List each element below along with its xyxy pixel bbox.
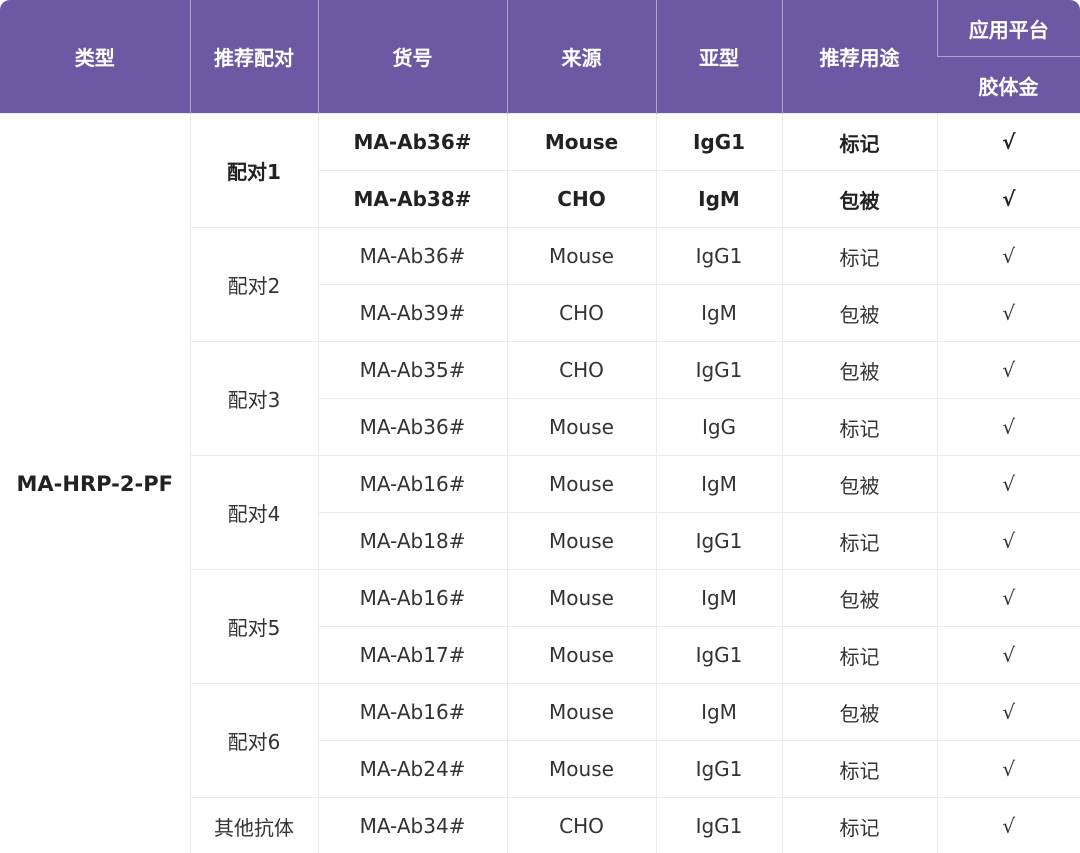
pairing-cell: 配对4 (189, 455, 319, 570)
pairing-cell: 配对3 (189, 341, 319, 456)
type-value-cell: MA-HRP-2-PF (0, 113, 191, 853)
cell-source: Mouse (506, 398, 657, 456)
header-platform: 应用平台 (936, 0, 1080, 57)
cell-catalog: MA-Ab38# (317, 170, 508, 228)
cell-catalog: MA-Ab36# (317, 113, 508, 171)
cell-subtype: IgM (655, 683, 783, 741)
cell-source: Mouse (506, 113, 657, 171)
table-row: MA-Ab24# Mouse IgG1 标记 √ (0, 740, 1080, 798)
header-type: 类型 (0, 0, 190, 114)
cell-source: Mouse (506, 569, 657, 627)
checkmark: √ (936, 341, 1080, 399)
checkmark: √ (936, 398, 1080, 456)
cell-catalog: MA-Ab35# (317, 341, 508, 399)
table-row: MA-HRP-2-PF 配对1 MA-Ab36# Mouse IgG1 标记 √ (0, 113, 1080, 853)
cell-source: CHO (506, 170, 657, 228)
cell-catalog: MA-Ab34# (317, 797, 508, 853)
cell-subtype: IgG1 (655, 512, 783, 570)
cell-source: Mouse (506, 683, 657, 741)
header-pairing: 推荐配对 (189, 0, 318, 114)
table-row: MA-Ab38# CHO IgM 包被 √ (0, 170, 1080, 228)
checkmark: √ (936, 740, 1080, 798)
cell-usage: 标记 (781, 797, 938, 853)
cell-source: CHO (506, 341, 657, 399)
cell-usage: 标记 (781, 626, 938, 684)
table-row: MA-Ab17# Mouse IgG1 标记 √ (0, 626, 1080, 684)
cell-source: Mouse (506, 227, 657, 285)
cell-catalog: MA-Ab16# (317, 569, 508, 627)
pairing-cell: 配对5 (189, 569, 319, 684)
cell-source: Mouse (506, 626, 657, 684)
pairing-cell: 配对6 (189, 683, 319, 798)
table-row: 配对5 MA-Ab16# Mouse IgM 包被 √ (0, 569, 1080, 684)
pairing-cell: 配对1 (189, 113, 319, 228)
header-subtype: 亚型 (655, 0, 782, 114)
cell-usage: 标记 (781, 398, 938, 456)
cell-catalog: MA-Ab16# (317, 455, 508, 513)
table-row: MA-Ab39# CHO IgM 包被 √ (0, 284, 1080, 342)
table-row: 其他抗体 MA-Ab34# CHO IgG1 标记 √ (0, 797, 1080, 853)
cell-subtype: IgG1 (655, 626, 783, 684)
cell-usage: 标记 (781, 113, 938, 171)
cell-subtype: IgM (655, 455, 783, 513)
cell-usage: 标记 (781, 227, 938, 285)
cell-subtype: IgG1 (655, 797, 783, 853)
cell-usage: 包被 (781, 569, 938, 627)
cell-subtype: IgG1 (655, 113, 783, 171)
checkmark: √ (936, 797, 1080, 853)
table-row: 配对4 MA-Ab16# Mouse IgM 包被 √ (0, 455, 1080, 570)
table-row: 配对3 MA-Ab35# CHO IgG1 包被 √ (0, 341, 1080, 456)
checkmark: √ (936, 113, 1080, 171)
cell-source: CHO (506, 797, 657, 853)
cell-catalog: MA-Ab18# (317, 512, 508, 570)
header-usage: 推荐用途 (781, 0, 937, 114)
cell-subtype: IgG1 (655, 227, 783, 285)
cell-subtype: IgM (655, 170, 783, 228)
checkmark: √ (936, 227, 1080, 285)
cell-catalog: MA-Ab36# (317, 227, 508, 285)
checkmark: √ (936, 455, 1080, 513)
checkmark: √ (936, 512, 1080, 570)
table-body: MA-HRP-2-PF 配对1 MA-Ab36# Mouse IgG1 标记 √… (0, 113, 1080, 853)
cell-subtype: IgM (655, 569, 783, 627)
header-catalog: 货号 (317, 0, 507, 114)
cell-source: Mouse (506, 740, 657, 798)
cell-source: Mouse (506, 455, 657, 513)
cell-source: Mouse (506, 512, 657, 570)
cell-catalog: MA-Ab39# (317, 284, 508, 342)
cell-catalog: MA-Ab24# (317, 740, 508, 798)
cell-usage: 包被 (781, 170, 938, 228)
table-row: MA-Ab18# Mouse IgG1 标记 √ (0, 512, 1080, 570)
table-row: 配对6 MA-Ab16# Mouse IgM 包被 √ (0, 683, 1080, 798)
cell-catalog: MA-Ab17# (317, 626, 508, 684)
cell-subtype: IgM (655, 284, 783, 342)
checkmark: √ (936, 569, 1080, 627)
cell-usage: 包被 (781, 284, 938, 342)
pairing-cell: 配对2 (189, 227, 319, 342)
pairing-cell: 其他抗体 (189, 797, 319, 853)
checkmark: √ (936, 626, 1080, 684)
cell-subtype: IgG1 (655, 341, 783, 399)
header-source: 来源 (506, 0, 656, 114)
cell-catalog: MA-Ab16# (317, 683, 508, 741)
checkmark: √ (936, 284, 1080, 342)
cell-catalog: MA-Ab36# (317, 398, 508, 456)
cell-usage: 包被 (781, 341, 938, 399)
cell-usage: 标记 (781, 512, 938, 570)
cell-usage: 包被 (781, 683, 938, 741)
checkmark: √ (936, 170, 1080, 228)
cell-usage: 包被 (781, 455, 938, 513)
cell-subtype: IgG1 (655, 740, 783, 798)
checkmark: √ (936, 683, 1080, 741)
header-colloidal-gold: 胶体金 (937, 56, 1080, 114)
cell-subtype: IgG (655, 398, 783, 456)
cell-usage: 标记 (781, 740, 938, 798)
cell-source: CHO (506, 284, 657, 342)
table-header: 类型 推荐配对 货号 来源 亚型 推荐用途 应用平台 胶体金 (0, 0, 1080, 114)
